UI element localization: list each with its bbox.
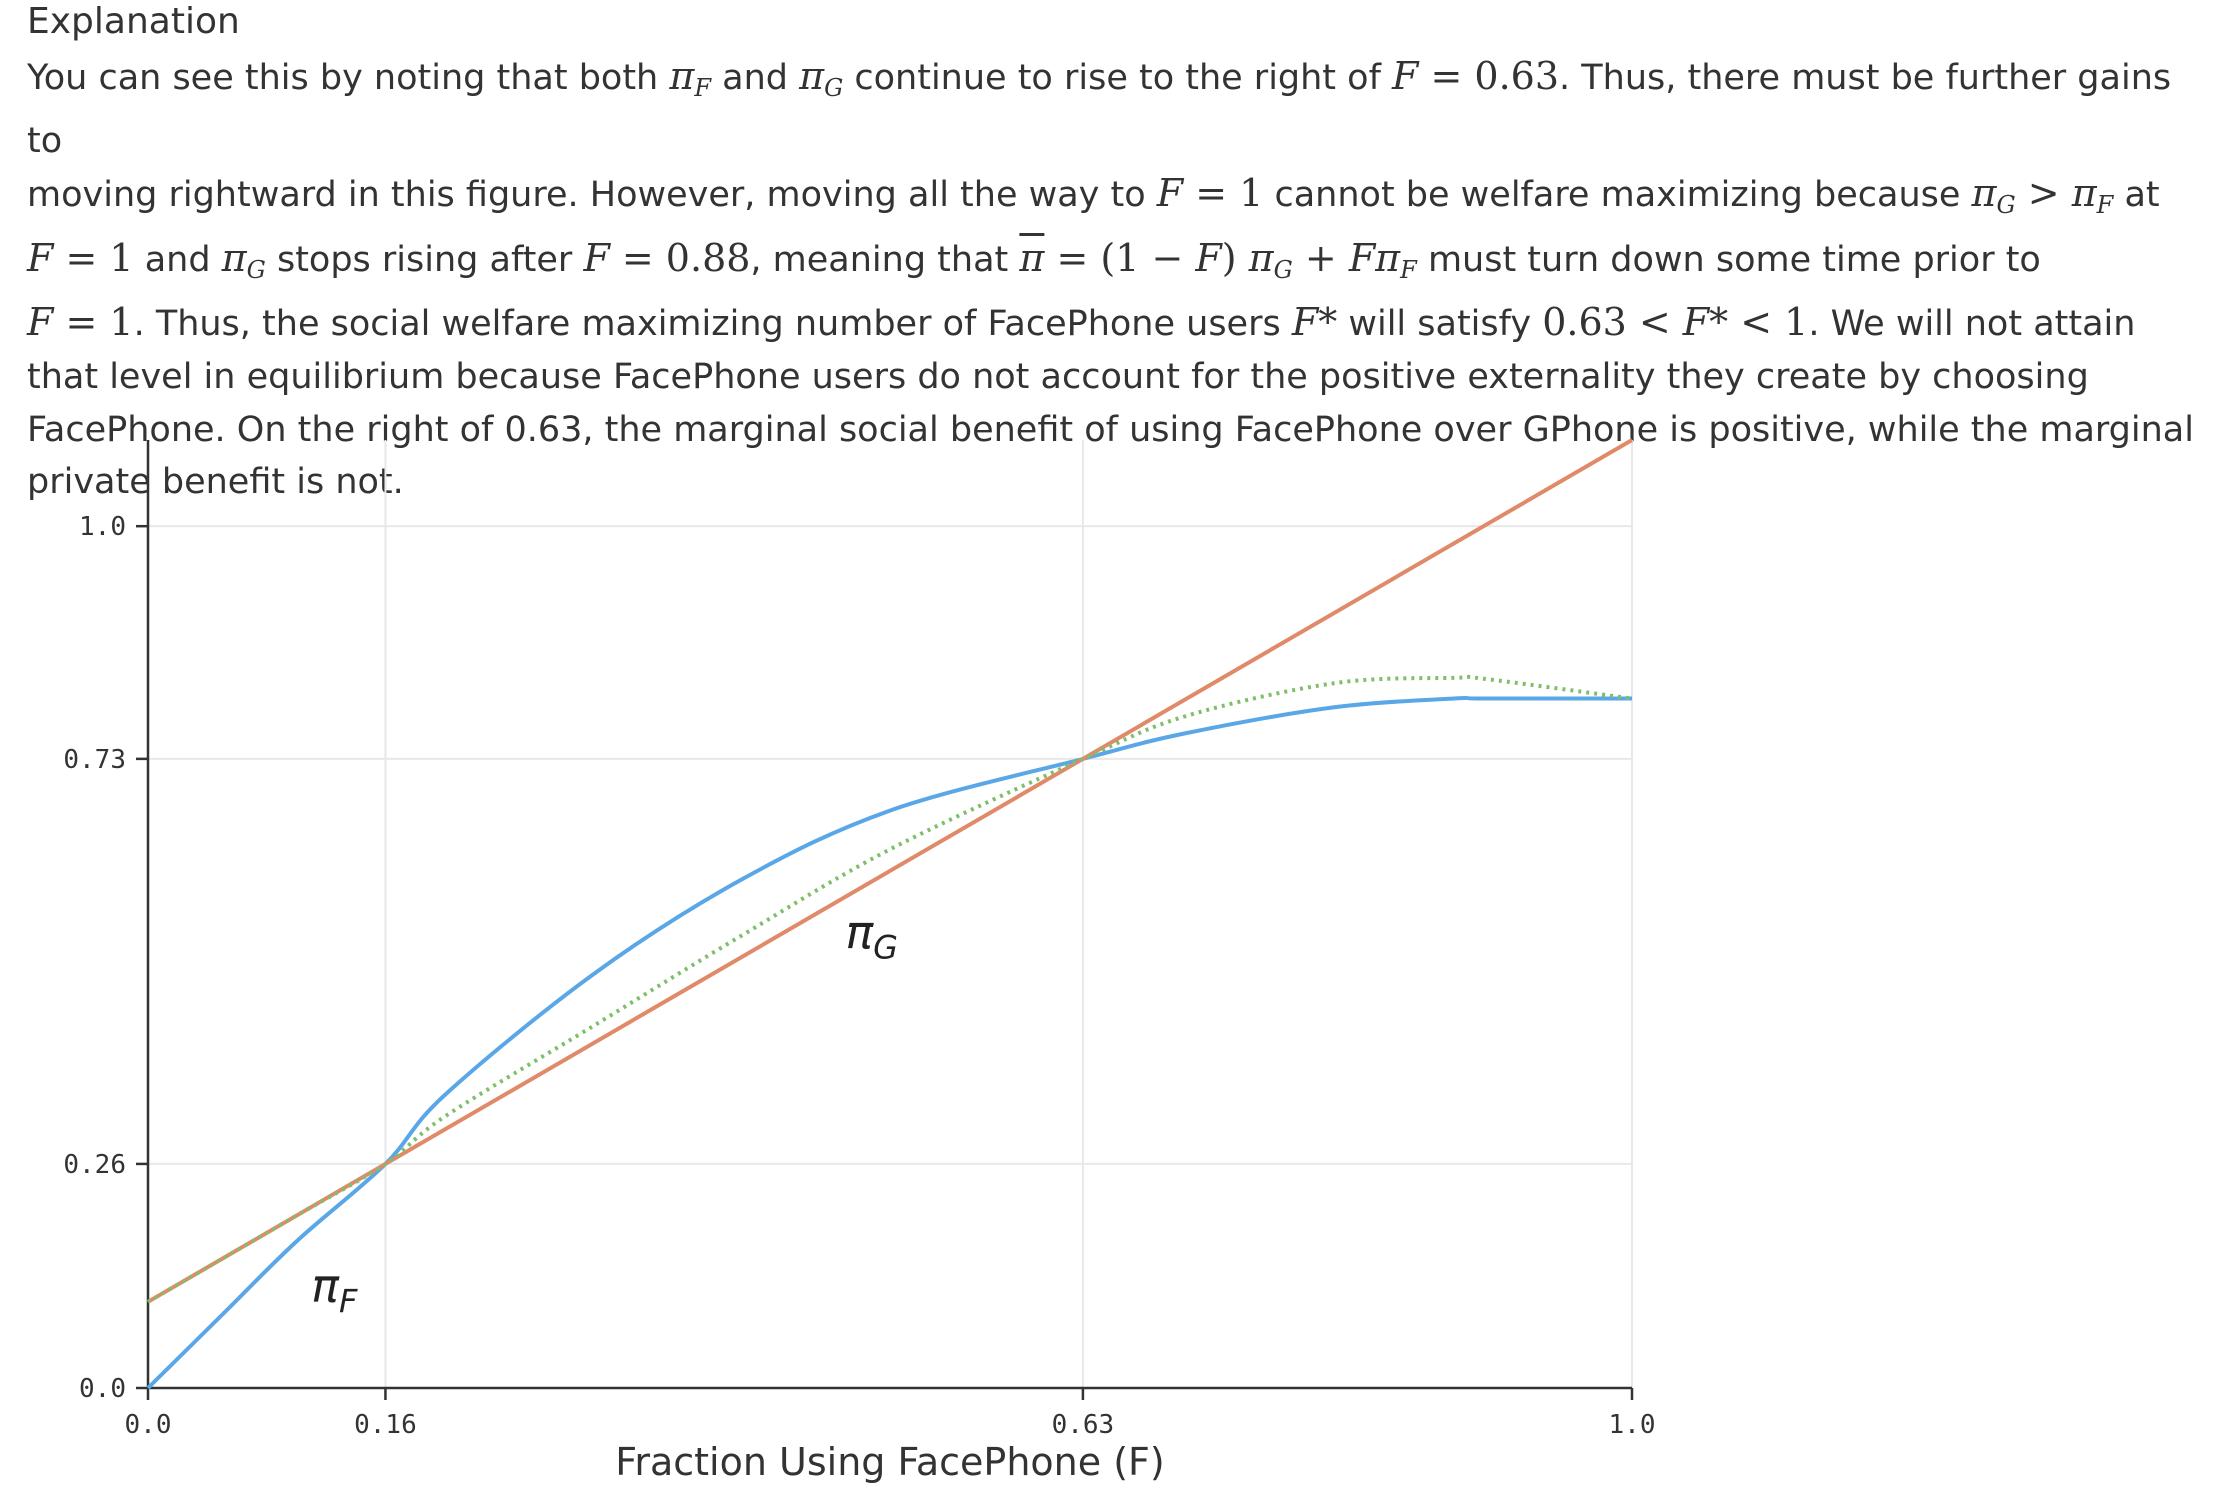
grid-lines — [148, 440, 1633, 1388]
x-tick-label: 0.16 — [354, 1410, 417, 1440]
explanation-paragraph: You can see this by noting that both πF … — [27, 54, 2194, 503]
series-lines — [146, 438, 1634, 1390]
chart-axes — [136, 440, 1634, 1400]
x-tick-label: 0.0 — [125, 1410, 172, 1440]
explanation-heading: Explanation — [27, 1, 240, 42]
y-tick-label: 0.73 — [63, 745, 126, 775]
annotation-label: πG — [845, 905, 898, 966]
x-tick-label: 0.63 — [1052, 1410, 1115, 1440]
series-line-named-0 — [146, 695, 1632, 1390]
x-tick-label: 1.0 — [1609, 1410, 1656, 1440]
tick-labels: 0.0 0.16 0.63 1.0 0.0 0.26 0.73 1.0 — [63, 512, 1655, 1440]
series-line-welfare-avg-2 — [146, 674, 1633, 1304]
annotation-label: πF — [311, 1259, 358, 1320]
y-tick-label: 0.26 — [63, 1150, 126, 1180]
y-tick-label: 1.0 — [79, 512, 126, 542]
x-axis-label: Fraction Using FacePhone (F) — [615, 1440, 1164, 1484]
y-tick-label: 0.0 — [79, 1374, 126, 1404]
